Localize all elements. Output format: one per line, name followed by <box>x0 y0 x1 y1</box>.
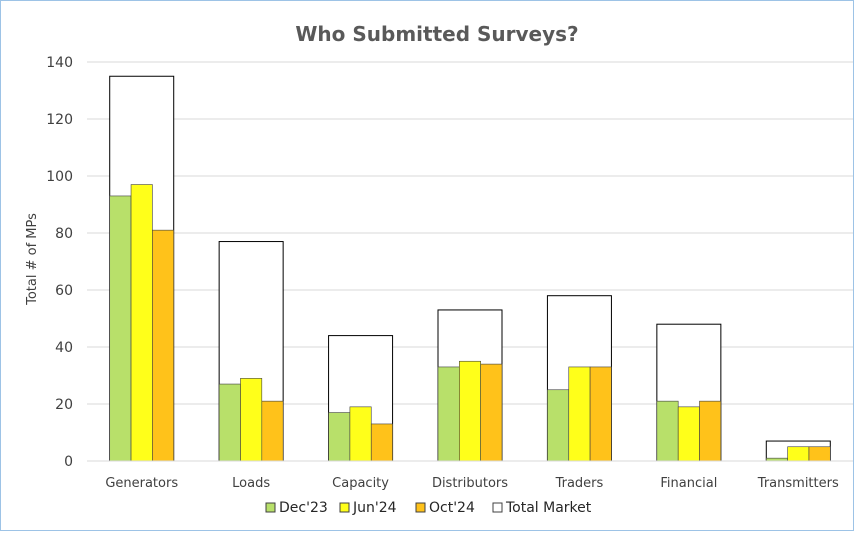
legend-label: Jun'24 <box>352 500 397 516</box>
bar-dec-23 <box>656 400 679 462</box>
y-axis-ticks: 0 20 40 60 80 100 120 140 <box>46 55 73 470</box>
bar-dec-23 <box>109 195 132 462</box>
bar-dec-23 <box>328 412 351 462</box>
x-category-label: Financial <box>660 476 717 491</box>
y-tick-label: 0 <box>64 454 73 470</box>
y-tick-label: 120 <box>46 112 73 128</box>
x-category-label: Loads <box>232 476 270 491</box>
y-tick-label: 100 <box>46 169 73 185</box>
bar-oct-24 <box>808 446 831 462</box>
bar-jun-24 <box>568 366 591 462</box>
bar-jun-24 <box>677 406 700 462</box>
x-category-label: Generators <box>105 476 178 491</box>
gridlines <box>87 61 853 405</box>
y-tick-label: 80 <box>55 226 73 242</box>
bar-jun-24 <box>349 406 372 462</box>
y-tick-label: 20 <box>55 397 73 413</box>
bar-oct-24 <box>589 366 612 462</box>
x-category-label: Traders <box>555 476 604 491</box>
legend: Dec'23 Jun'24 Oct'24 Total Market <box>265 500 592 516</box>
x-category-label: Transmitters <box>757 476 839 491</box>
bar-dec-23 <box>437 366 460 462</box>
y-tick-label: 60 <box>55 283 73 299</box>
legend-label: Oct'24 <box>429 500 475 516</box>
x-category-label: Capacity <box>332 476 389 491</box>
chart-title: Who Submitted Surveys? <box>295 22 578 46</box>
x-category-label: Distributors <box>432 476 508 491</box>
bar-oct-24 <box>699 400 722 462</box>
y-axis-label: Total # of MPs <box>25 213 40 306</box>
y-tick-label: 140 <box>46 55 73 71</box>
legend-label: Dec'23 <box>279 500 328 516</box>
x-axis-categories: Generators Loads Capacity Distributors Trade… <box>105 476 839 491</box>
legend-swatch <box>265 502 276 513</box>
bar-dec-23 <box>547 389 570 462</box>
bar-dec-23 <box>218 383 241 462</box>
bar-oct-24 <box>261 400 284 462</box>
bar-oct-24 <box>370 423 393 462</box>
y-tick-label: 40 <box>55 340 73 356</box>
legend-swatch <box>415 502 426 513</box>
bar-jun-24 <box>459 360 481 462</box>
legend-swatch <box>492 502 503 513</box>
legend-label: Total Market <box>505 500 592 516</box>
bar-oct-24 <box>152 229 175 462</box>
bars <box>109 75 831 462</box>
bar-jun-24 <box>787 446 810 462</box>
bar-oct-24 <box>480 363 503 462</box>
legend-swatch <box>339 502 350 513</box>
bar-jun-24 <box>240 378 263 462</box>
bar-jun-24 <box>130 184 153 462</box>
